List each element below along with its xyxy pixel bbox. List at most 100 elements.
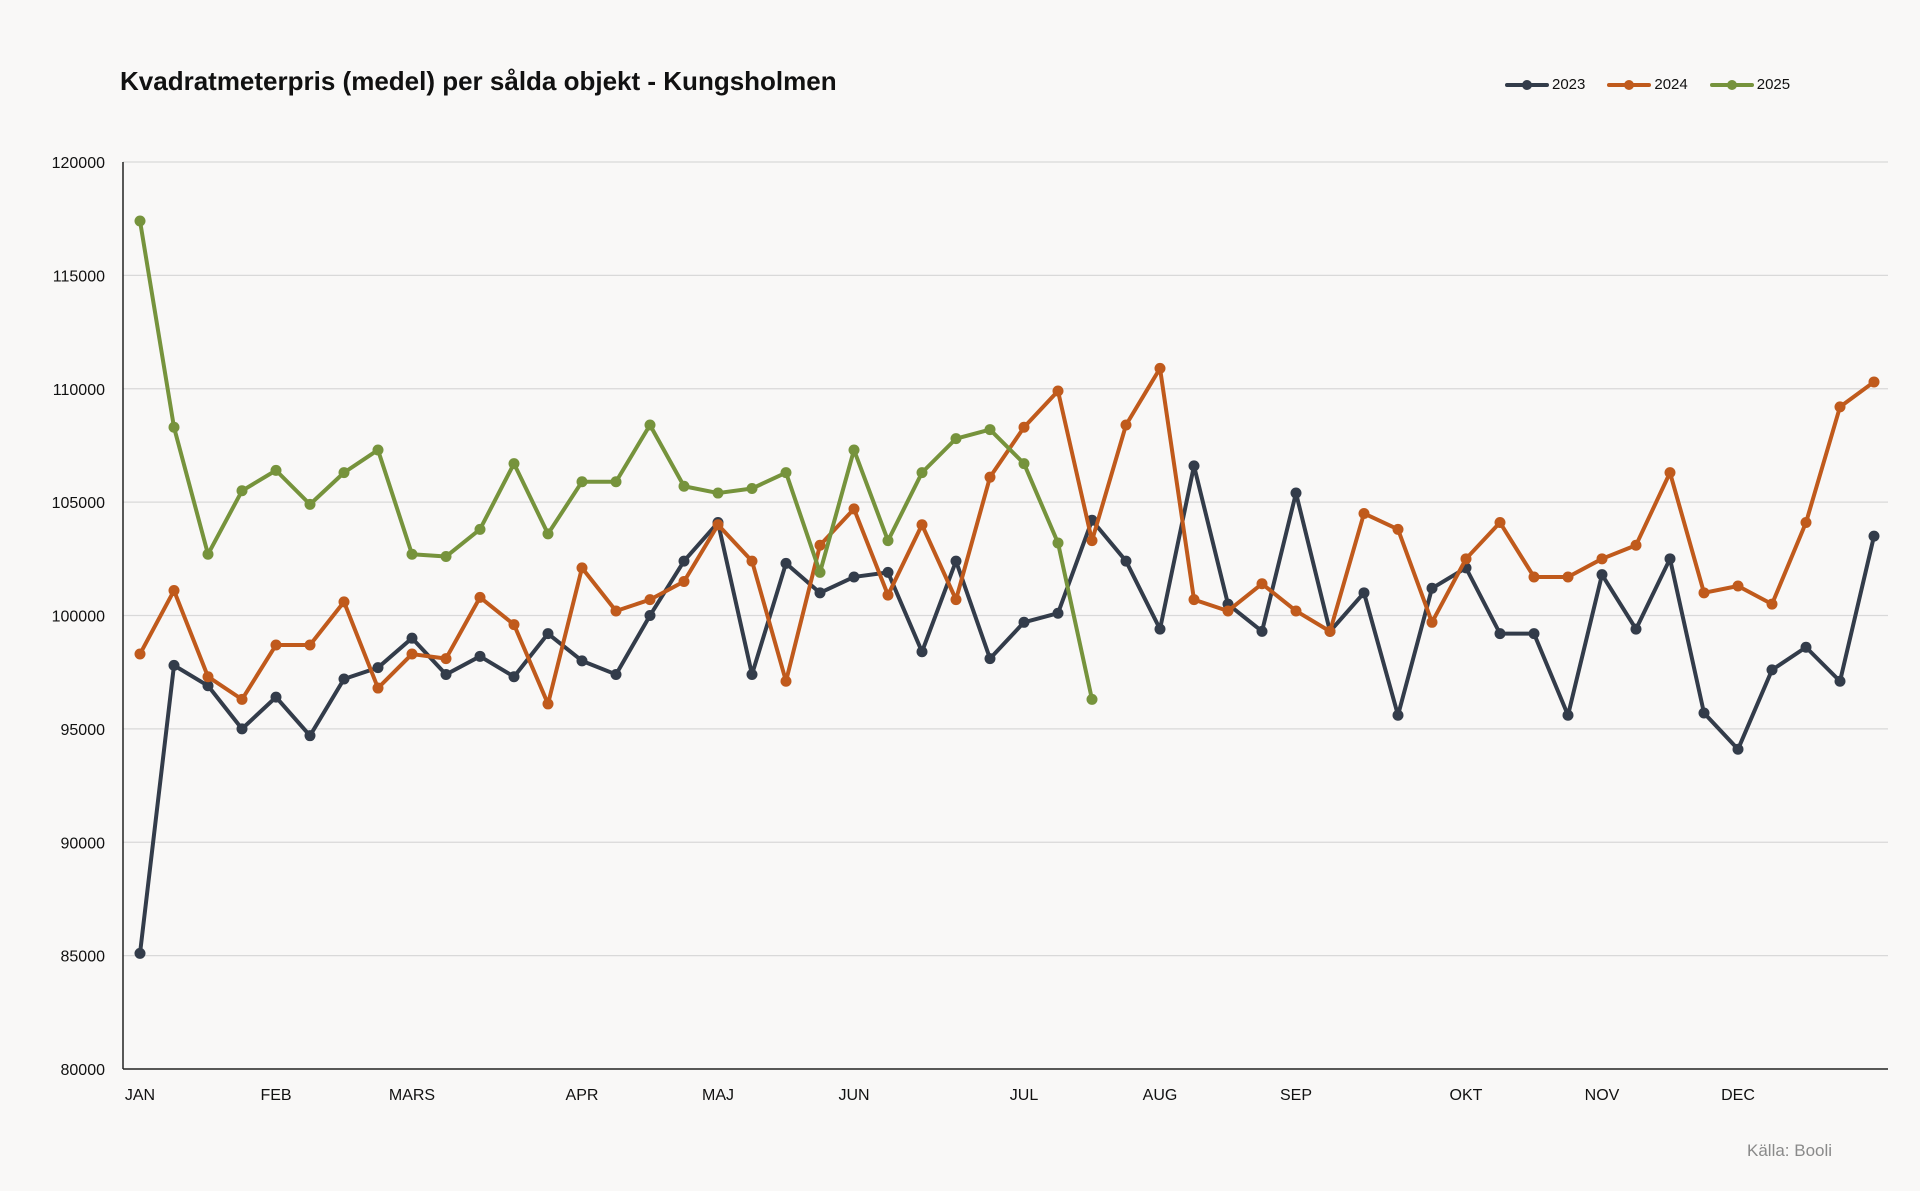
data-point-2024: [678, 575, 690, 587]
data-point-2024: [474, 591, 486, 603]
data-point-2023: [1494, 628, 1506, 640]
x-tick-label: JUL: [1010, 1087, 1039, 1104]
y-tick-label: 100000: [52, 609, 105, 626]
data-point-2023: [474, 650, 486, 662]
y-tick-label: 90000: [61, 835, 106, 852]
data-point-2024: [1868, 376, 1880, 388]
data-point-2025: [338, 467, 350, 479]
data-point-2023: [1868, 530, 1880, 542]
legend-item-2024: 2024: [1607, 76, 1688, 93]
y-tick-label: 120000: [52, 155, 105, 172]
data-point-2023: [1188, 460, 1200, 472]
data-point-2024: [916, 519, 928, 531]
legend-label-2024: 2024: [1654, 76, 1688, 93]
data-point-2023: [1392, 709, 1404, 721]
data-point-2024: [1562, 571, 1574, 583]
data-point-2023: [1664, 553, 1676, 565]
data-point-2024: [372, 682, 384, 694]
data-point-2023: [1120, 555, 1132, 567]
data-point-2023: [678, 555, 690, 567]
data-point-2023: [746, 668, 758, 680]
data-point-2025: [134, 215, 146, 227]
data-point-2023: [576, 655, 588, 667]
data-point-2023: [814, 587, 826, 599]
data-point-2024: [1358, 507, 1370, 519]
data-point-2023: [508, 671, 520, 683]
data-point-2024: [1290, 605, 1302, 617]
legend-swatch-2025: [1709, 79, 1754, 90]
data-point-2025: [1018, 458, 1030, 470]
data-point-2024: [1154, 362, 1166, 374]
data-point-2023: [1834, 675, 1846, 687]
data-point-2023: [1630, 623, 1642, 635]
data-point-2025: [746, 483, 758, 495]
data-point-2024: [950, 594, 962, 606]
data-point-2024: [1698, 587, 1710, 599]
data-point-2024: [1460, 553, 1472, 565]
data-point-2025: [712, 487, 724, 499]
data-point-2024: [202, 671, 214, 683]
x-tick-label: JAN: [125, 1087, 155, 1104]
data-point-2025: [814, 566, 826, 578]
legend-item-2025: 2025: [1709, 76, 1790, 93]
legend-swatch-2023: [1505, 79, 1549, 90]
data-point-2023: [1358, 587, 1370, 599]
data-point-2024: [1834, 401, 1846, 413]
data-point-2023: [984, 653, 996, 665]
data-point-2025: [372, 444, 384, 456]
data-point-2024: [1766, 598, 1778, 610]
legend-item-2023: 2023: [1505, 76, 1585, 93]
data-point-2025: [542, 528, 554, 540]
data-point-2023: [1290, 487, 1302, 499]
data-point-2023: [134, 947, 146, 959]
data-point-2024: [1528, 571, 1540, 583]
data-point-2024: [576, 562, 588, 574]
data-point-2024: [1596, 553, 1608, 565]
x-tick-label: AUG: [1143, 1087, 1178, 1104]
x-tick-label: MAJ: [702, 1087, 734, 1104]
data-point-2024: [1732, 580, 1744, 592]
y-tick-label: 95000: [61, 722, 106, 739]
data-point-2024: [1256, 578, 1268, 590]
data-point-2025: [270, 464, 282, 476]
data-point-2025: [644, 419, 656, 431]
data-point-2025: [848, 444, 860, 456]
data-point-2024: [304, 639, 316, 651]
x-tick-label: FEB: [260, 1087, 291, 1104]
data-point-2025: [950, 433, 962, 445]
data-point-2024: [168, 585, 180, 597]
data-point-2023: [168, 659, 180, 671]
data-point-2024: [1018, 421, 1030, 433]
data-point-2024: [508, 619, 520, 631]
data-point-2024: [1392, 523, 1404, 535]
data-point-2023: [1256, 625, 1268, 637]
data-point-2023: [780, 557, 792, 569]
data-point-2025: [168, 421, 180, 433]
data-point-2024: [440, 653, 452, 665]
x-tick-label: MARS: [389, 1087, 435, 1104]
data-point-2023: [304, 730, 316, 742]
data-point-2023: [1528, 628, 1540, 640]
data-point-2023: [1800, 641, 1812, 653]
data-point-2024: [712, 519, 724, 531]
data-point-2024: [1188, 594, 1200, 606]
series-line-2025: [138, 218, 1094, 702]
data-point-2024: [542, 698, 554, 710]
y-tick-label: 80000: [61, 1062, 106, 1079]
data-point-2024: [1086, 535, 1098, 547]
data-point-2025: [882, 535, 894, 547]
x-tick-label: APR: [566, 1087, 599, 1104]
data-point-2023: [882, 566, 894, 578]
data-point-2025: [304, 498, 316, 510]
data-point-2023: [440, 668, 452, 680]
data-point-2025: [916, 467, 928, 479]
data-point-2025: [1052, 537, 1064, 549]
data-point-2025: [406, 548, 418, 560]
legend-label-2023: 2023: [1552, 76, 1586, 93]
data-point-2024: [1664, 467, 1676, 479]
data-point-2023: [1698, 707, 1710, 719]
data-point-2024: [1630, 539, 1642, 551]
data-point-2025: [678, 480, 690, 492]
data-point-2024: [780, 675, 792, 687]
x-tick-label: SEP: [1280, 1087, 1312, 1104]
